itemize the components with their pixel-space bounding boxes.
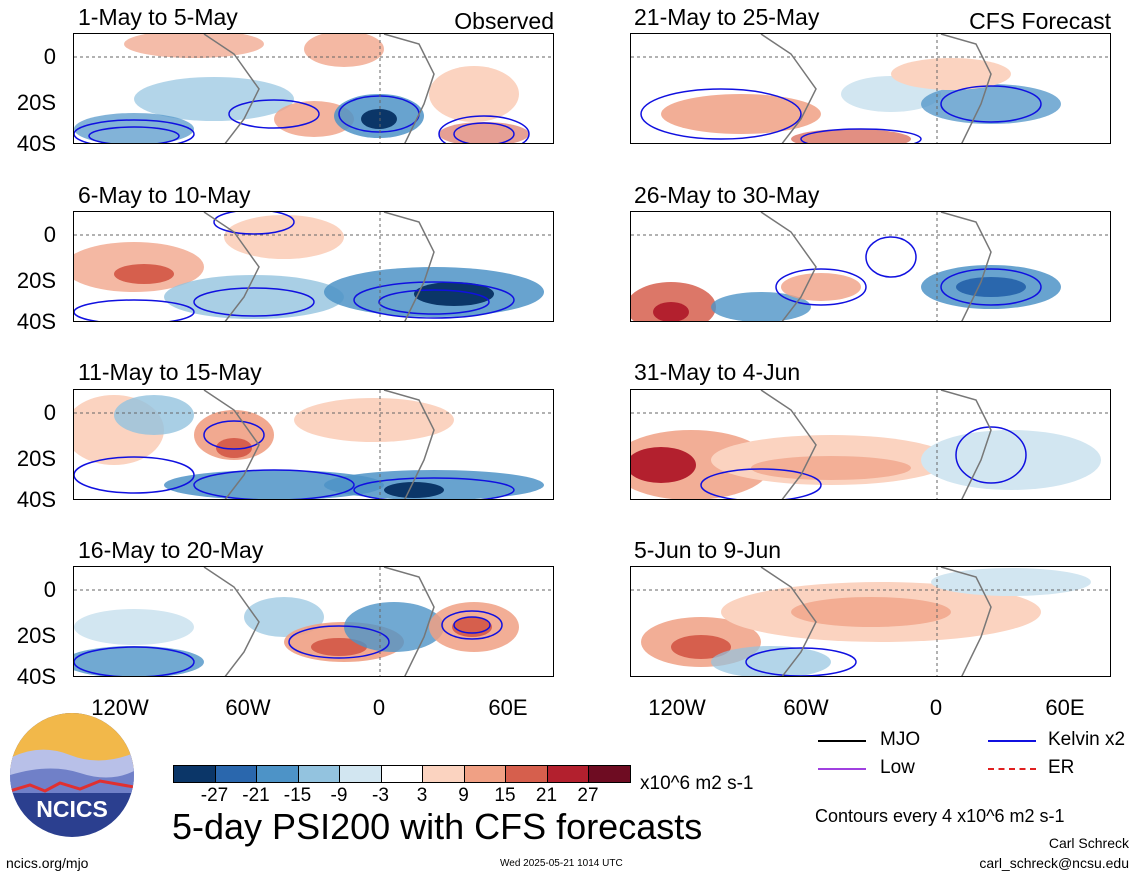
lat-label: 20S bbox=[16, 446, 56, 471]
map-panel bbox=[73, 389, 554, 500]
panel-label: CFS Forecast bbox=[969, 8, 1111, 34]
author: Carl Schreck bbox=[1048, 835, 1129, 851]
colorbar-swatch bbox=[546, 765, 589, 783]
map-field bbox=[74, 567, 553, 676]
map-field bbox=[74, 34, 553, 143]
panel-title: 6-May to 10-May bbox=[78, 182, 251, 208]
colorbar-swatch bbox=[588, 765, 631, 783]
map-field bbox=[631, 567, 1110, 676]
ncics-logo: NCICS bbox=[10, 713, 134, 837]
map-panel bbox=[630, 389, 1111, 500]
lon-label: 0 bbox=[372, 695, 386, 720]
map-panel bbox=[73, 33, 554, 144]
colorbar-tick-label: 3 bbox=[416, 785, 428, 806]
lon-label: 60W bbox=[783, 695, 829, 720]
lat-label: 20S bbox=[16, 268, 56, 293]
contours-note: Contours every 4 x10^6 m2 s-1 bbox=[815, 806, 1065, 826]
panel-title: 16-May to 20-May bbox=[78, 537, 264, 563]
lat-label: 40S bbox=[16, 664, 56, 689]
map-field bbox=[631, 212, 1110, 321]
colorbar-swatch bbox=[339, 765, 382, 783]
lat-label: 40S bbox=[16, 131, 56, 156]
legend-low-line bbox=[818, 768, 866, 770]
panel-title: 26-May to 30-May bbox=[634, 182, 820, 208]
author-email[interactable]: carl_schreck@ncsu.edu bbox=[979, 855, 1129, 871]
colorbar-tick-label: -9 bbox=[330, 785, 348, 806]
map-field bbox=[631, 390, 1110, 499]
colorbar-tick-label: -27 bbox=[200, 785, 229, 806]
map-field bbox=[74, 212, 553, 321]
lon-label: 0 bbox=[929, 695, 943, 720]
main-title: 5-day PSI200 with CFS forecasts bbox=[172, 806, 703, 847]
legend-kelvin-label: Kelvin x2 bbox=[1048, 729, 1126, 750]
colorbar-swatch bbox=[173, 765, 216, 783]
lon-label: 120W bbox=[648, 695, 706, 720]
map-panel bbox=[630, 33, 1111, 144]
legend-mjo-line bbox=[818, 740, 866, 742]
lat-label: 0 bbox=[43, 44, 56, 69]
colorbar-swatch bbox=[380, 765, 423, 783]
colorbar-tick-label: -21 bbox=[242, 785, 270, 806]
map-panel bbox=[630, 566, 1111, 677]
map-field bbox=[631, 34, 1110, 143]
map-panel bbox=[73, 566, 554, 677]
legend-er-label: ER bbox=[1048, 757, 1075, 778]
legend-low-label: Low bbox=[880, 757, 915, 778]
map-panel bbox=[630, 211, 1111, 322]
lat-label: 20S bbox=[16, 623, 56, 648]
lon-label: 60E bbox=[1045, 695, 1085, 720]
colorbar-tick-label: 9 bbox=[458, 785, 469, 806]
legend-mjo-label: MJO bbox=[880, 729, 921, 750]
lat-label: 0 bbox=[43, 400, 56, 425]
colorbar-swatch bbox=[422, 765, 465, 783]
colorbar-tick-label: 21 bbox=[535, 785, 558, 806]
logo-text: NCICS bbox=[36, 796, 108, 822]
timestamp: Wed 2025-05-21 1014 UTC bbox=[500, 858, 623, 869]
colorbar-swatch bbox=[214, 765, 257, 783]
lon-label: 60W bbox=[225, 695, 271, 720]
lon-label: 60E bbox=[488, 695, 528, 720]
panel-title: 1-May to 5-May bbox=[78, 4, 238, 30]
colorbar-swatch bbox=[463, 765, 506, 783]
colorbar-units: x10^6 m2 s-1 bbox=[640, 773, 754, 794]
lat-label: 0 bbox=[43, 577, 56, 602]
panel-title: 5-Jun to 9-Jun bbox=[634, 537, 782, 563]
colorbar-swatch bbox=[256, 765, 299, 783]
colorbar-tick-label: -15 bbox=[283, 785, 312, 806]
lat-label: 0 bbox=[43, 222, 56, 247]
lat-label: 40S bbox=[16, 487, 56, 512]
colorbar-swatch bbox=[297, 765, 340, 783]
website-link[interactable]: ncics.org/mjo bbox=[6, 855, 89, 871]
map-field bbox=[74, 390, 553, 499]
map-panel bbox=[73, 211, 554, 322]
lon-label: 120W bbox=[91, 695, 149, 720]
panel-label: Observed bbox=[454, 8, 554, 34]
lat-label: 20S bbox=[16, 90, 56, 115]
colorbar-tick-label: 15 bbox=[494, 785, 516, 806]
panel-title: 11-May to 15-May bbox=[78, 359, 262, 385]
colorbar-tick-label: 27 bbox=[577, 785, 599, 806]
legend-kelvin-line bbox=[988, 740, 1036, 742]
panel-title: 21-May to 25-May bbox=[634, 4, 820, 30]
colorbar-swatch bbox=[505, 765, 548, 783]
lat-label: 40S bbox=[16, 309, 56, 334]
legend-er-line bbox=[988, 768, 1036, 770]
panel-title: 31-May to 4-Jun bbox=[634, 359, 801, 385]
colorbar-tick-label: -3 bbox=[372, 785, 389, 806]
